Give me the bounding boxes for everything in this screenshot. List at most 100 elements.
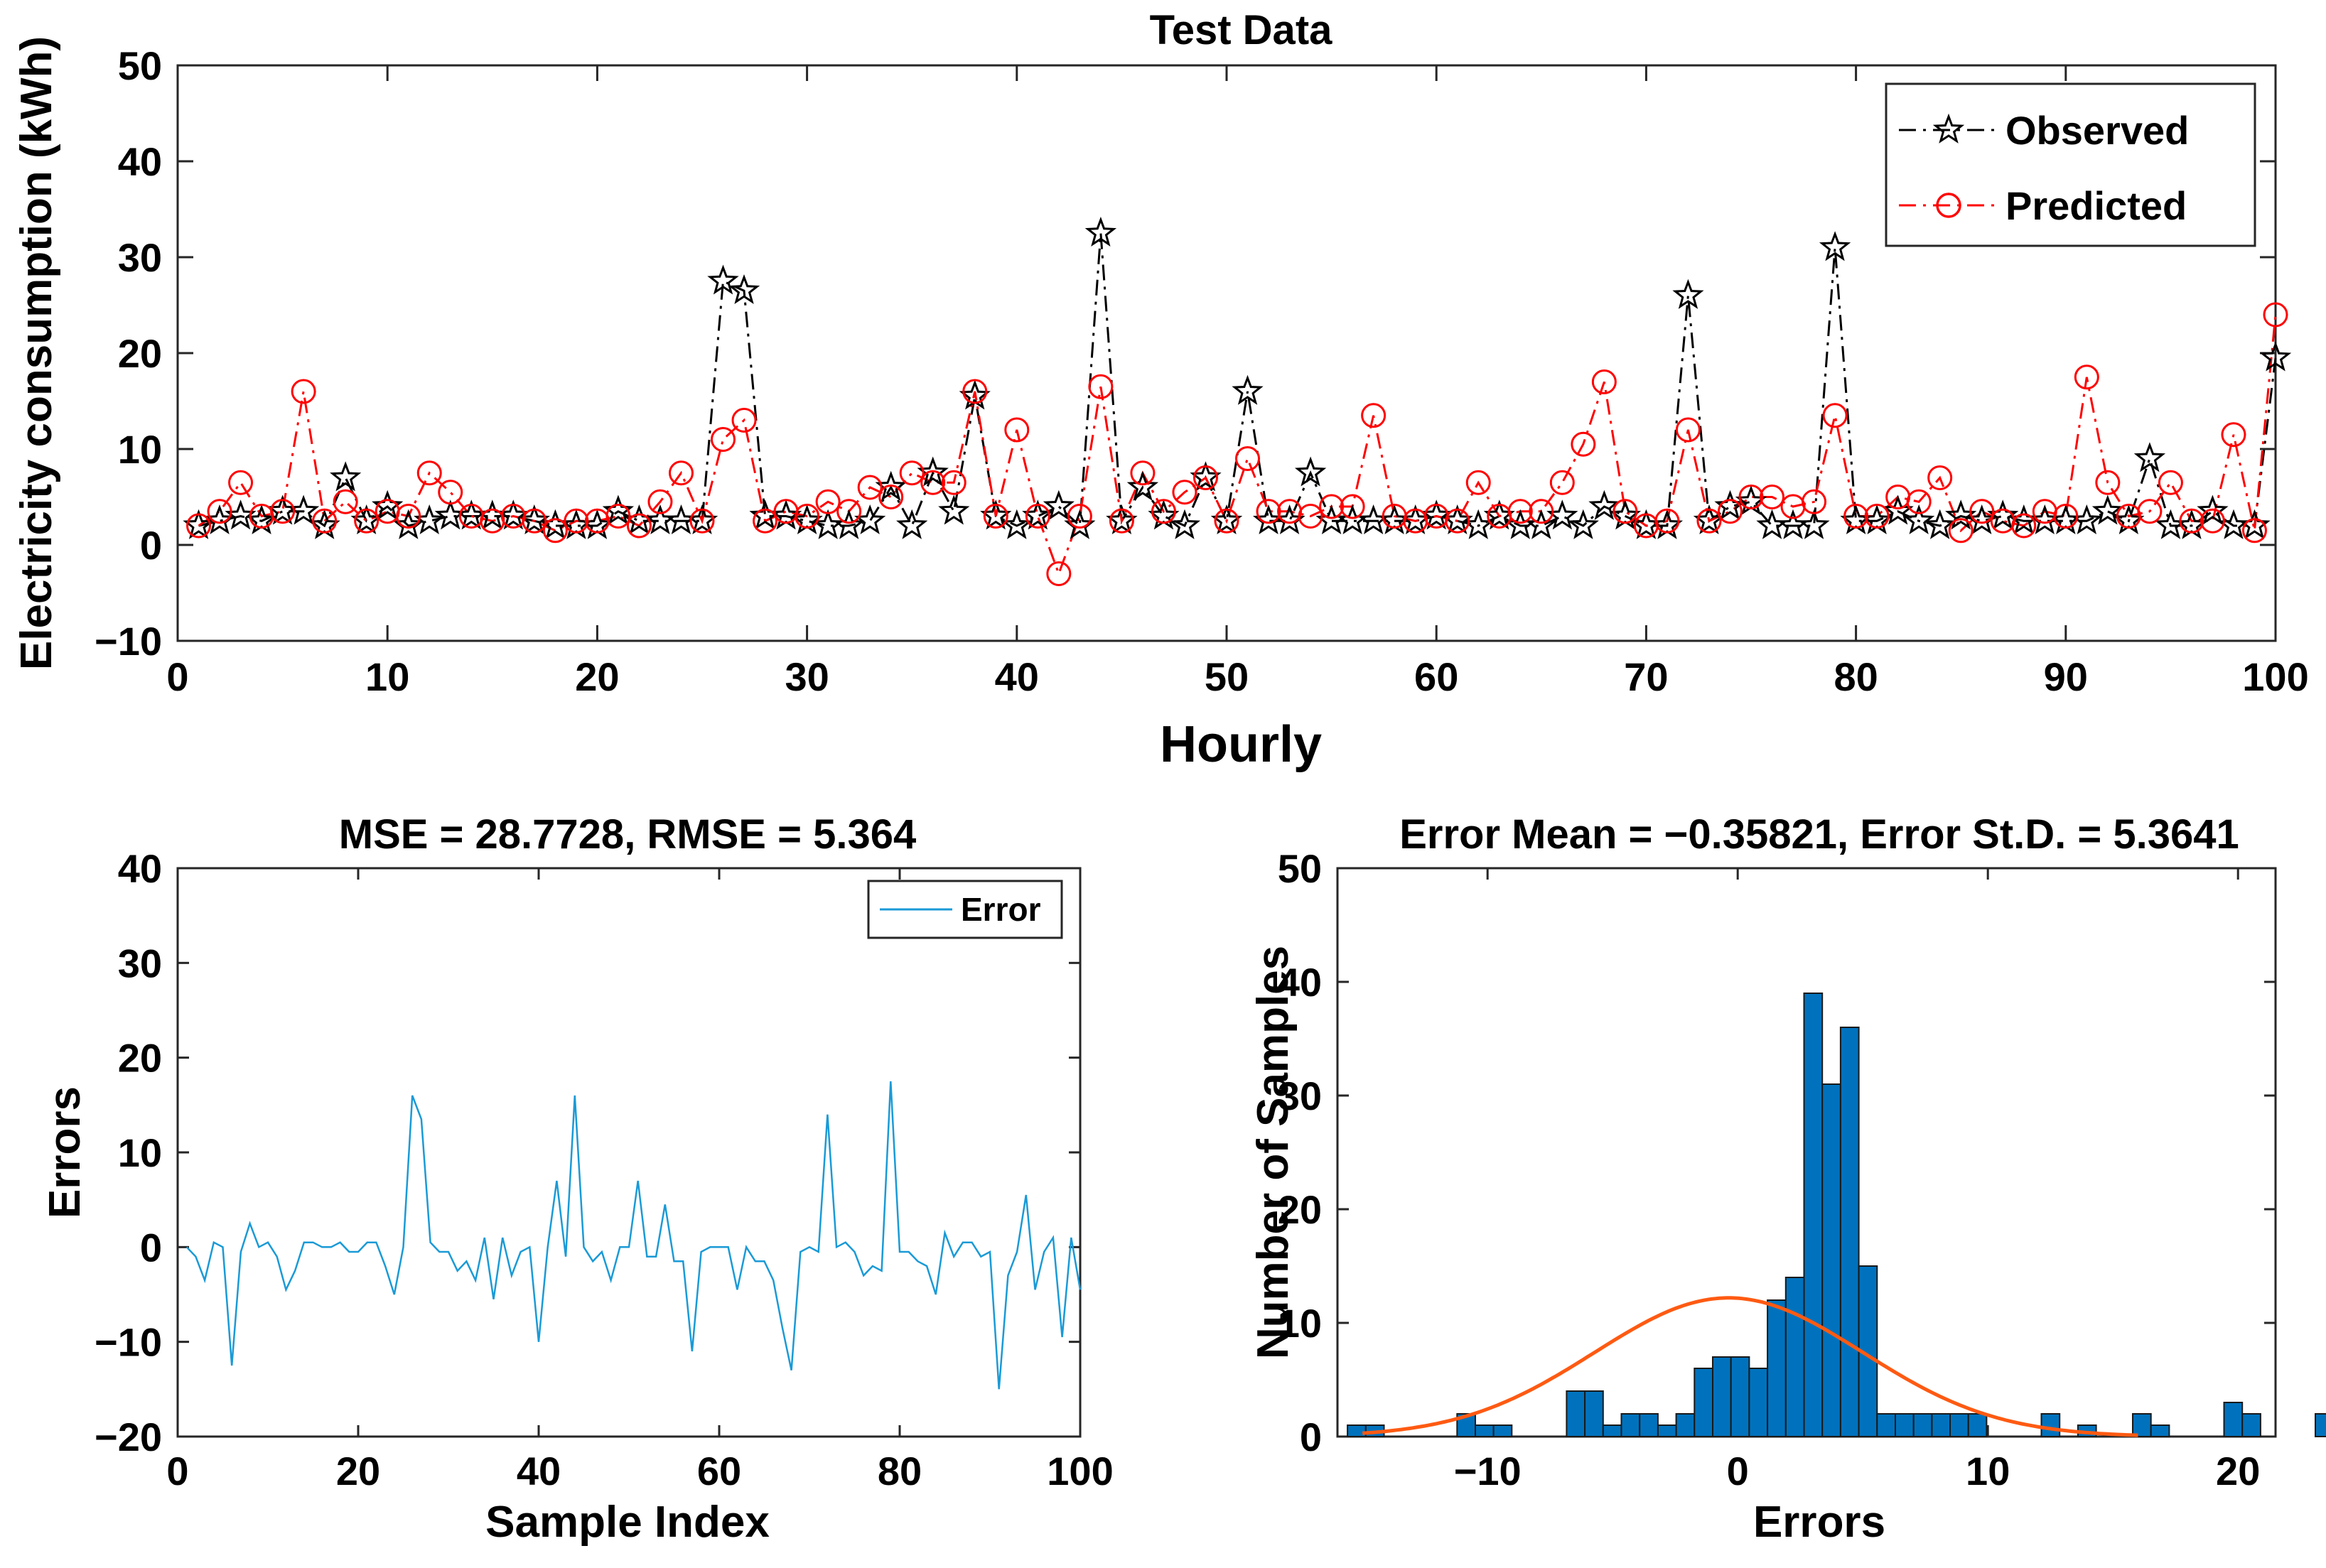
predicted-point xyxy=(1717,499,1743,524)
predicted-point xyxy=(836,499,862,524)
predicted-point xyxy=(2221,422,2246,448)
bl-x-tick-label: 60 xyxy=(697,1449,741,1493)
histogram-bar xyxy=(1821,1083,1841,1437)
predicted-point xyxy=(2241,518,2267,544)
br-y-tick-label: 20 xyxy=(1278,1187,1322,1232)
histogram-bar xyxy=(1712,1356,1732,1437)
br-y-tick-label: 0 xyxy=(1300,1415,1322,1459)
observed-point xyxy=(330,461,362,492)
observed-point xyxy=(1819,231,1851,261)
br-y-tick-label: 50 xyxy=(1278,846,1322,891)
histogram-bar xyxy=(1767,1299,1787,1437)
observed-point xyxy=(1084,217,1117,247)
histogram-bar xyxy=(1967,1413,1988,1437)
observed-point xyxy=(1924,509,1956,539)
legend-error-label: Error xyxy=(961,891,1041,928)
predicted-point xyxy=(228,470,254,495)
observed-point xyxy=(1672,279,1704,309)
top-x-tick-label: 50 xyxy=(1205,654,1249,699)
predicted-point xyxy=(668,460,694,486)
br-chart-title: Error Mean = −0.35821, Error St.D. = 5.3… xyxy=(1399,811,2239,858)
predicted-point xyxy=(1591,369,1617,394)
predicted-point xyxy=(2179,508,2204,534)
predicted-point xyxy=(857,475,883,500)
histogram-bar xyxy=(1694,1368,1714,1437)
observed-point xyxy=(2239,509,2271,539)
histogram-bar xyxy=(2241,1413,2261,1437)
predicted-point xyxy=(1130,460,1156,486)
predicted-point xyxy=(2095,470,2121,495)
observed-point xyxy=(1798,509,1830,539)
histogram-bar xyxy=(1803,993,1824,1437)
bl-y-tick-label: 40 xyxy=(118,846,162,891)
bl-x-tick-label: 40 xyxy=(517,1449,561,1493)
bl-y-axis-label: Errors xyxy=(41,1086,90,1218)
predicted-point xyxy=(1256,499,1281,524)
top-y-tick-label: 40 xyxy=(118,139,162,184)
observed-point xyxy=(896,509,928,539)
predicted-point xyxy=(878,485,904,509)
predicted-point xyxy=(564,508,589,534)
histogram-bar xyxy=(1748,1368,1769,1437)
bl-plot-area xyxy=(176,867,1082,1438)
predicted-point xyxy=(1654,508,1680,534)
bl-x-tick-label: 0 xyxy=(166,1449,188,1493)
observed-point xyxy=(2197,494,2229,525)
bottom-left-panel-error: MSE = 28.7728, RMSE = 5.364 0 20 40 60 80 100… xyxy=(41,811,1114,1547)
legend-predicted-label: Predicted xyxy=(2005,183,2187,228)
predicted-point xyxy=(1172,480,1197,505)
predicted-point xyxy=(438,480,463,505)
top-x-tick-label: 60 xyxy=(1414,654,1458,699)
observed-point xyxy=(1525,509,1557,539)
predicted-point xyxy=(2011,513,2037,539)
predicted-point xyxy=(1319,494,1345,519)
predicted-point xyxy=(2074,364,2099,390)
predicted-point xyxy=(1760,485,1785,509)
br-x-tick-label: 0 xyxy=(1727,1449,1749,1493)
observed-point xyxy=(1126,470,1159,501)
predicted-point xyxy=(605,504,631,529)
top-y-tick-label: 0 xyxy=(140,523,162,568)
top-x-tick-label: 0 xyxy=(166,654,188,699)
predicted-point xyxy=(753,508,778,534)
br-y-tick-label: 10 xyxy=(1278,1301,1322,1346)
top-y-tick-label: 10 xyxy=(118,427,162,472)
histogram-bar xyxy=(1912,1413,1933,1437)
br-y-axis-label: Number of Samples xyxy=(1249,946,1298,1359)
predicted-point xyxy=(689,508,715,534)
predicted-point xyxy=(2158,470,2183,495)
predicted-point xyxy=(1802,489,1827,514)
top-x-tick-label: 20 xyxy=(575,654,619,699)
observed-point xyxy=(728,274,760,305)
predicted-point xyxy=(2053,504,2079,529)
observed-point xyxy=(2133,442,2166,472)
predicted-point xyxy=(815,489,841,514)
predicted-point xyxy=(1843,504,1869,529)
histogram-bar xyxy=(1584,1390,1604,1437)
observed-point xyxy=(1294,456,1327,487)
predicted-point xyxy=(1738,485,1764,509)
observed-point xyxy=(1001,509,1033,539)
bl-x-tick-label: 20 xyxy=(336,1449,380,1493)
histogram-bar xyxy=(2315,1413,2326,1437)
predicted-point xyxy=(1361,403,1387,428)
br-normal-fit xyxy=(1362,1296,2138,1437)
predicted-point xyxy=(542,518,568,544)
observed-point xyxy=(1043,490,1075,520)
observed-point xyxy=(372,490,404,520)
predicted-point xyxy=(333,489,358,514)
observed-point xyxy=(1168,509,1201,539)
top-legend: Observed Predicted xyxy=(1885,82,2256,247)
bl-x-tick-label: 100 xyxy=(1047,1449,1113,1493)
predicted-point xyxy=(1675,417,1701,443)
top-x-tick-label: 10 xyxy=(365,654,409,699)
predicted-point xyxy=(899,460,925,486)
top-y-tick-label: 30 xyxy=(118,235,162,280)
predicted-point xyxy=(1004,417,1030,443)
predicted-point xyxy=(1507,499,1533,524)
predicted-point xyxy=(962,379,988,404)
observed-point xyxy=(938,494,970,525)
predicted-point xyxy=(1948,518,1974,544)
predicted-point xyxy=(795,504,820,529)
observed-point xyxy=(1567,509,1599,539)
